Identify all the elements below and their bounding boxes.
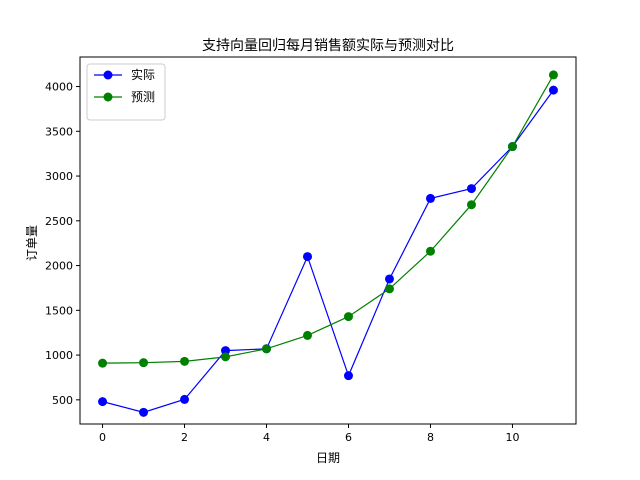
data-point-1 bbox=[303, 252, 313, 262]
data-point-2 bbox=[425, 246, 435, 256]
x-tick-label: 2 bbox=[181, 431, 188, 444]
data-point-2 bbox=[384, 284, 394, 294]
x-axis-label: 日期 bbox=[316, 451, 340, 465]
x-tick-label: 10 bbox=[505, 431, 519, 444]
series-line-1 bbox=[102, 89, 554, 413]
y-tick-label: 3000 bbox=[45, 170, 73, 183]
y-tick-label: 500 bbox=[52, 394, 73, 407]
plot-area-frame bbox=[79, 56, 577, 425]
y-tick-label: 4000 bbox=[45, 81, 73, 94]
x-tick-label: 0 bbox=[99, 431, 106, 444]
series-layer bbox=[98, 70, 558, 417]
legend-swatch-marker bbox=[103, 92, 113, 102]
y-tick-label: 1500 bbox=[45, 304, 73, 317]
axis-ticks: 0 2 4 6 8 10 500 1000 1500 2000 2500 3000 3500 4000 bbox=[45, 81, 519, 444]
x-tick-label: 6 bbox=[345, 431, 352, 444]
data-point-1 bbox=[98, 397, 108, 407]
data-point-2 bbox=[221, 352, 231, 362]
data-point-2 bbox=[180, 356, 190, 366]
data-point-1 bbox=[180, 394, 190, 404]
data-point-1 bbox=[466, 184, 476, 194]
data-point-1 bbox=[139, 407, 149, 417]
data-point-1 bbox=[221, 346, 231, 356]
legend-swatch-marker bbox=[103, 70, 113, 80]
data-point-1 bbox=[343, 371, 353, 381]
y-axis-label: 订单量 bbox=[25, 225, 39, 261]
data-point-2 bbox=[343, 312, 353, 322]
legend-label: 实际 bbox=[131, 67, 155, 82]
data-point-2 bbox=[98, 358, 108, 368]
x-tick-label: 4 bbox=[263, 431, 270, 444]
series-line-2 bbox=[102, 74, 554, 364]
legend-label: 预测 bbox=[131, 90, 155, 104]
data-point-1 bbox=[384, 274, 394, 284]
data-point-2 bbox=[507, 142, 517, 152]
y-tick-label: 2500 bbox=[45, 215, 73, 228]
y-tick-label: 3500 bbox=[45, 125, 73, 138]
chart-title: 支持向量回归每月销售额实际与预测对比 bbox=[202, 37, 454, 54]
data-point-2 bbox=[262, 344, 272, 354]
data-point-2 bbox=[466, 200, 476, 210]
y-tick-label: 1000 bbox=[45, 349, 73, 362]
x-tick-label: 8 bbox=[427, 431, 434, 444]
data-point-2 bbox=[548, 70, 558, 80]
y-tick-label: 2000 bbox=[45, 260, 73, 273]
data-point-2 bbox=[303, 330, 313, 340]
data-point-1 bbox=[425, 193, 435, 203]
data-point-2 bbox=[139, 358, 149, 368]
data-point-1 bbox=[548, 85, 558, 95]
